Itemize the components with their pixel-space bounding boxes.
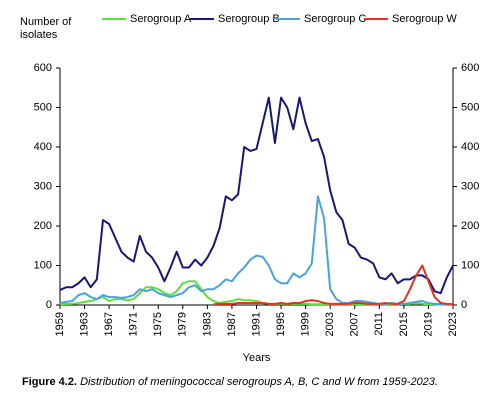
x-tick-label: 2019 [422, 312, 434, 336]
x-tick-label: 1983 [201, 312, 213, 336]
y2-tick-label: 600 [461, 62, 479, 74]
x-tick-label: 1987 [226, 312, 238, 336]
y-axis-label: Number of isolates [20, 16, 72, 41]
y2-tick-label: 400 [461, 141, 479, 153]
series-line [59, 280, 453, 306]
caption-label: Figure 4.2. [22, 376, 78, 388]
y2-tick-label: 100 [461, 259, 479, 271]
y-tick-label: 200 [34, 220, 52, 232]
x-tick-label: 2011 [373, 312, 385, 336]
legend-label: Serogroup W [392, 13, 457, 25]
x-tick-label: 1959 [54, 312, 66, 336]
y-tick-label: 400 [34, 141, 52, 153]
y-tick-label: 500 [34, 101, 52, 113]
legend-label: Serogroup A [130, 13, 192, 25]
caption: Figure 4.2. Distribution of meningococca… [22, 376, 492, 388]
y-tick-label: 300 [34, 180, 52, 192]
legend-label: Serogroup B [218, 13, 280, 25]
x-tick-label: 2015 [398, 312, 410, 336]
y2-tick-label: 300 [461, 180, 479, 192]
y2-tick-label: 500 [461, 101, 479, 113]
series-line [59, 195, 453, 306]
legend-label: Serogroup C [304, 13, 366, 25]
x-tick-label: 2023 [447, 312, 459, 336]
x-tick-label: 1999 [300, 312, 312, 336]
x-tick-label: 2007 [349, 312, 361, 336]
x-tick-label: 2003 [324, 312, 336, 336]
x-tick-label: 1967 [103, 312, 115, 336]
x-axis-label: Years [243, 352, 271, 364]
series-line [213, 264, 454, 306]
x-tick-label: 1975 [152, 312, 164, 336]
y2-tick-label: 200 [461, 220, 479, 232]
x-tick-label: 1991 [250, 312, 262, 336]
x-tick-label: 1979 [177, 312, 189, 336]
x-tick-label: 1995 [275, 312, 287, 336]
y2-tick-label: 0 [461, 299, 467, 311]
series-line [59, 96, 454, 295]
y-tick-label: 100 [34, 259, 52, 271]
y-tick-label: 600 [34, 62, 52, 74]
x-tick-label: 1971 [128, 312, 140, 336]
y-tick-label: 0 [46, 299, 52, 311]
caption-text: Distribution of meningococcal serogroups… [80, 376, 438, 388]
x-tick-label: 1963 [78, 312, 90, 336]
